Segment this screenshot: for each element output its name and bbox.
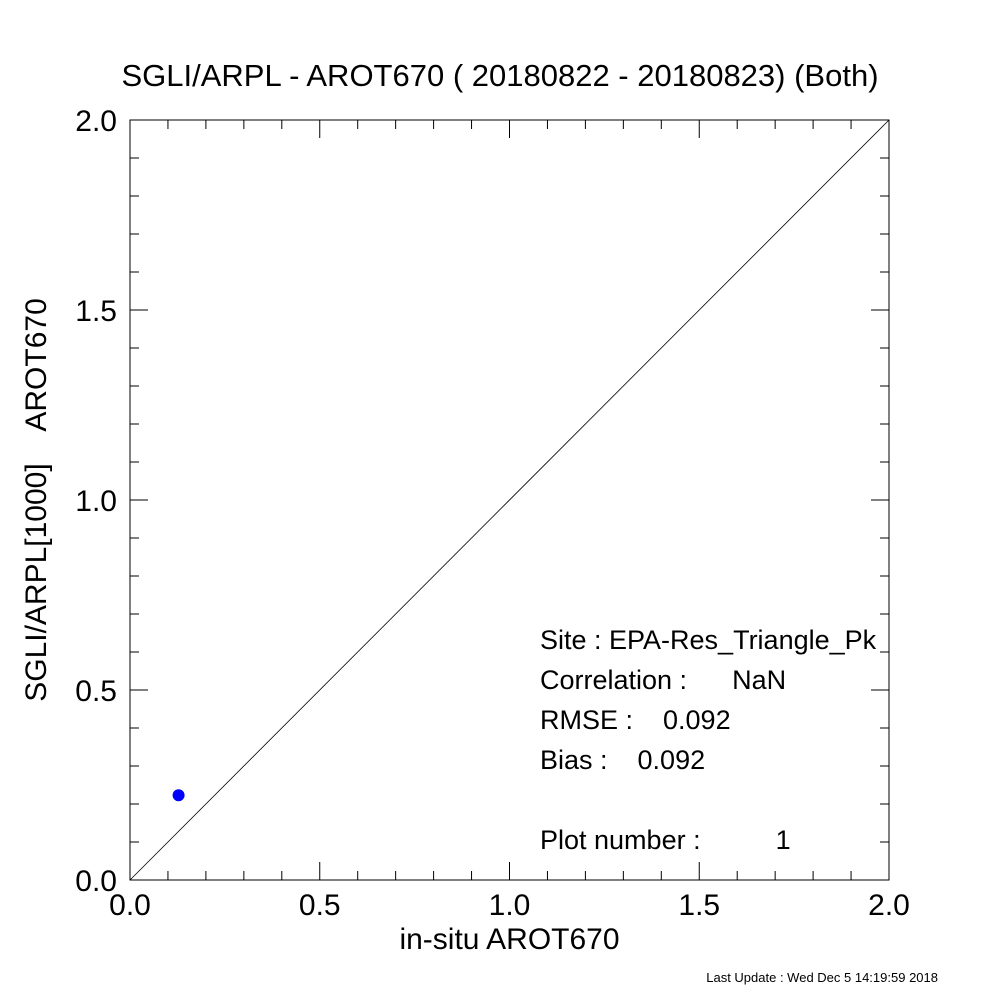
one-to-one-line — [129, 119, 890, 881]
stats-line: Bias : 0.092 — [540, 745, 705, 775]
stats-line: Site : EPA-Res_Triangle_Pk — [540, 625, 877, 655]
x-tick-label: 0.5 — [299, 889, 341, 922]
y-tick-label: 2.0 — [75, 105, 117, 138]
x-tick-label: 2.0 — [868, 889, 910, 922]
y-tick-label: 0.5 — [75, 675, 117, 708]
y-axis-label: SGLI/ARPL[1000] AROT670 — [20, 298, 53, 702]
last-update-text: Last Update : Wed Dec 5 14:19:59 2018 — [706, 970, 938, 985]
x-tick-label: 0.0 — [109, 889, 151, 922]
stats-line: Correlation : NaN — [540, 665, 786, 695]
x-tick-label: 1.0 — [489, 889, 531, 922]
x-tick-label: 1.5 — [678, 889, 720, 922]
y-tick-label: 0.0 — [75, 865, 117, 898]
x-axis-label: in-situ AROT670 — [399, 923, 619, 956]
stats-line: Plot number : 1 — [540, 825, 791, 855]
y-tick-label: 1.5 — [75, 295, 117, 328]
stats-line: RMSE : 0.092 — [540, 705, 731, 735]
data-point — [172, 789, 185, 802]
y-tick-label: 1.0 — [75, 485, 117, 518]
chart-title: SGLI/ARPL - AROT670 ( 20180822 - 2018082… — [121, 58, 879, 93]
